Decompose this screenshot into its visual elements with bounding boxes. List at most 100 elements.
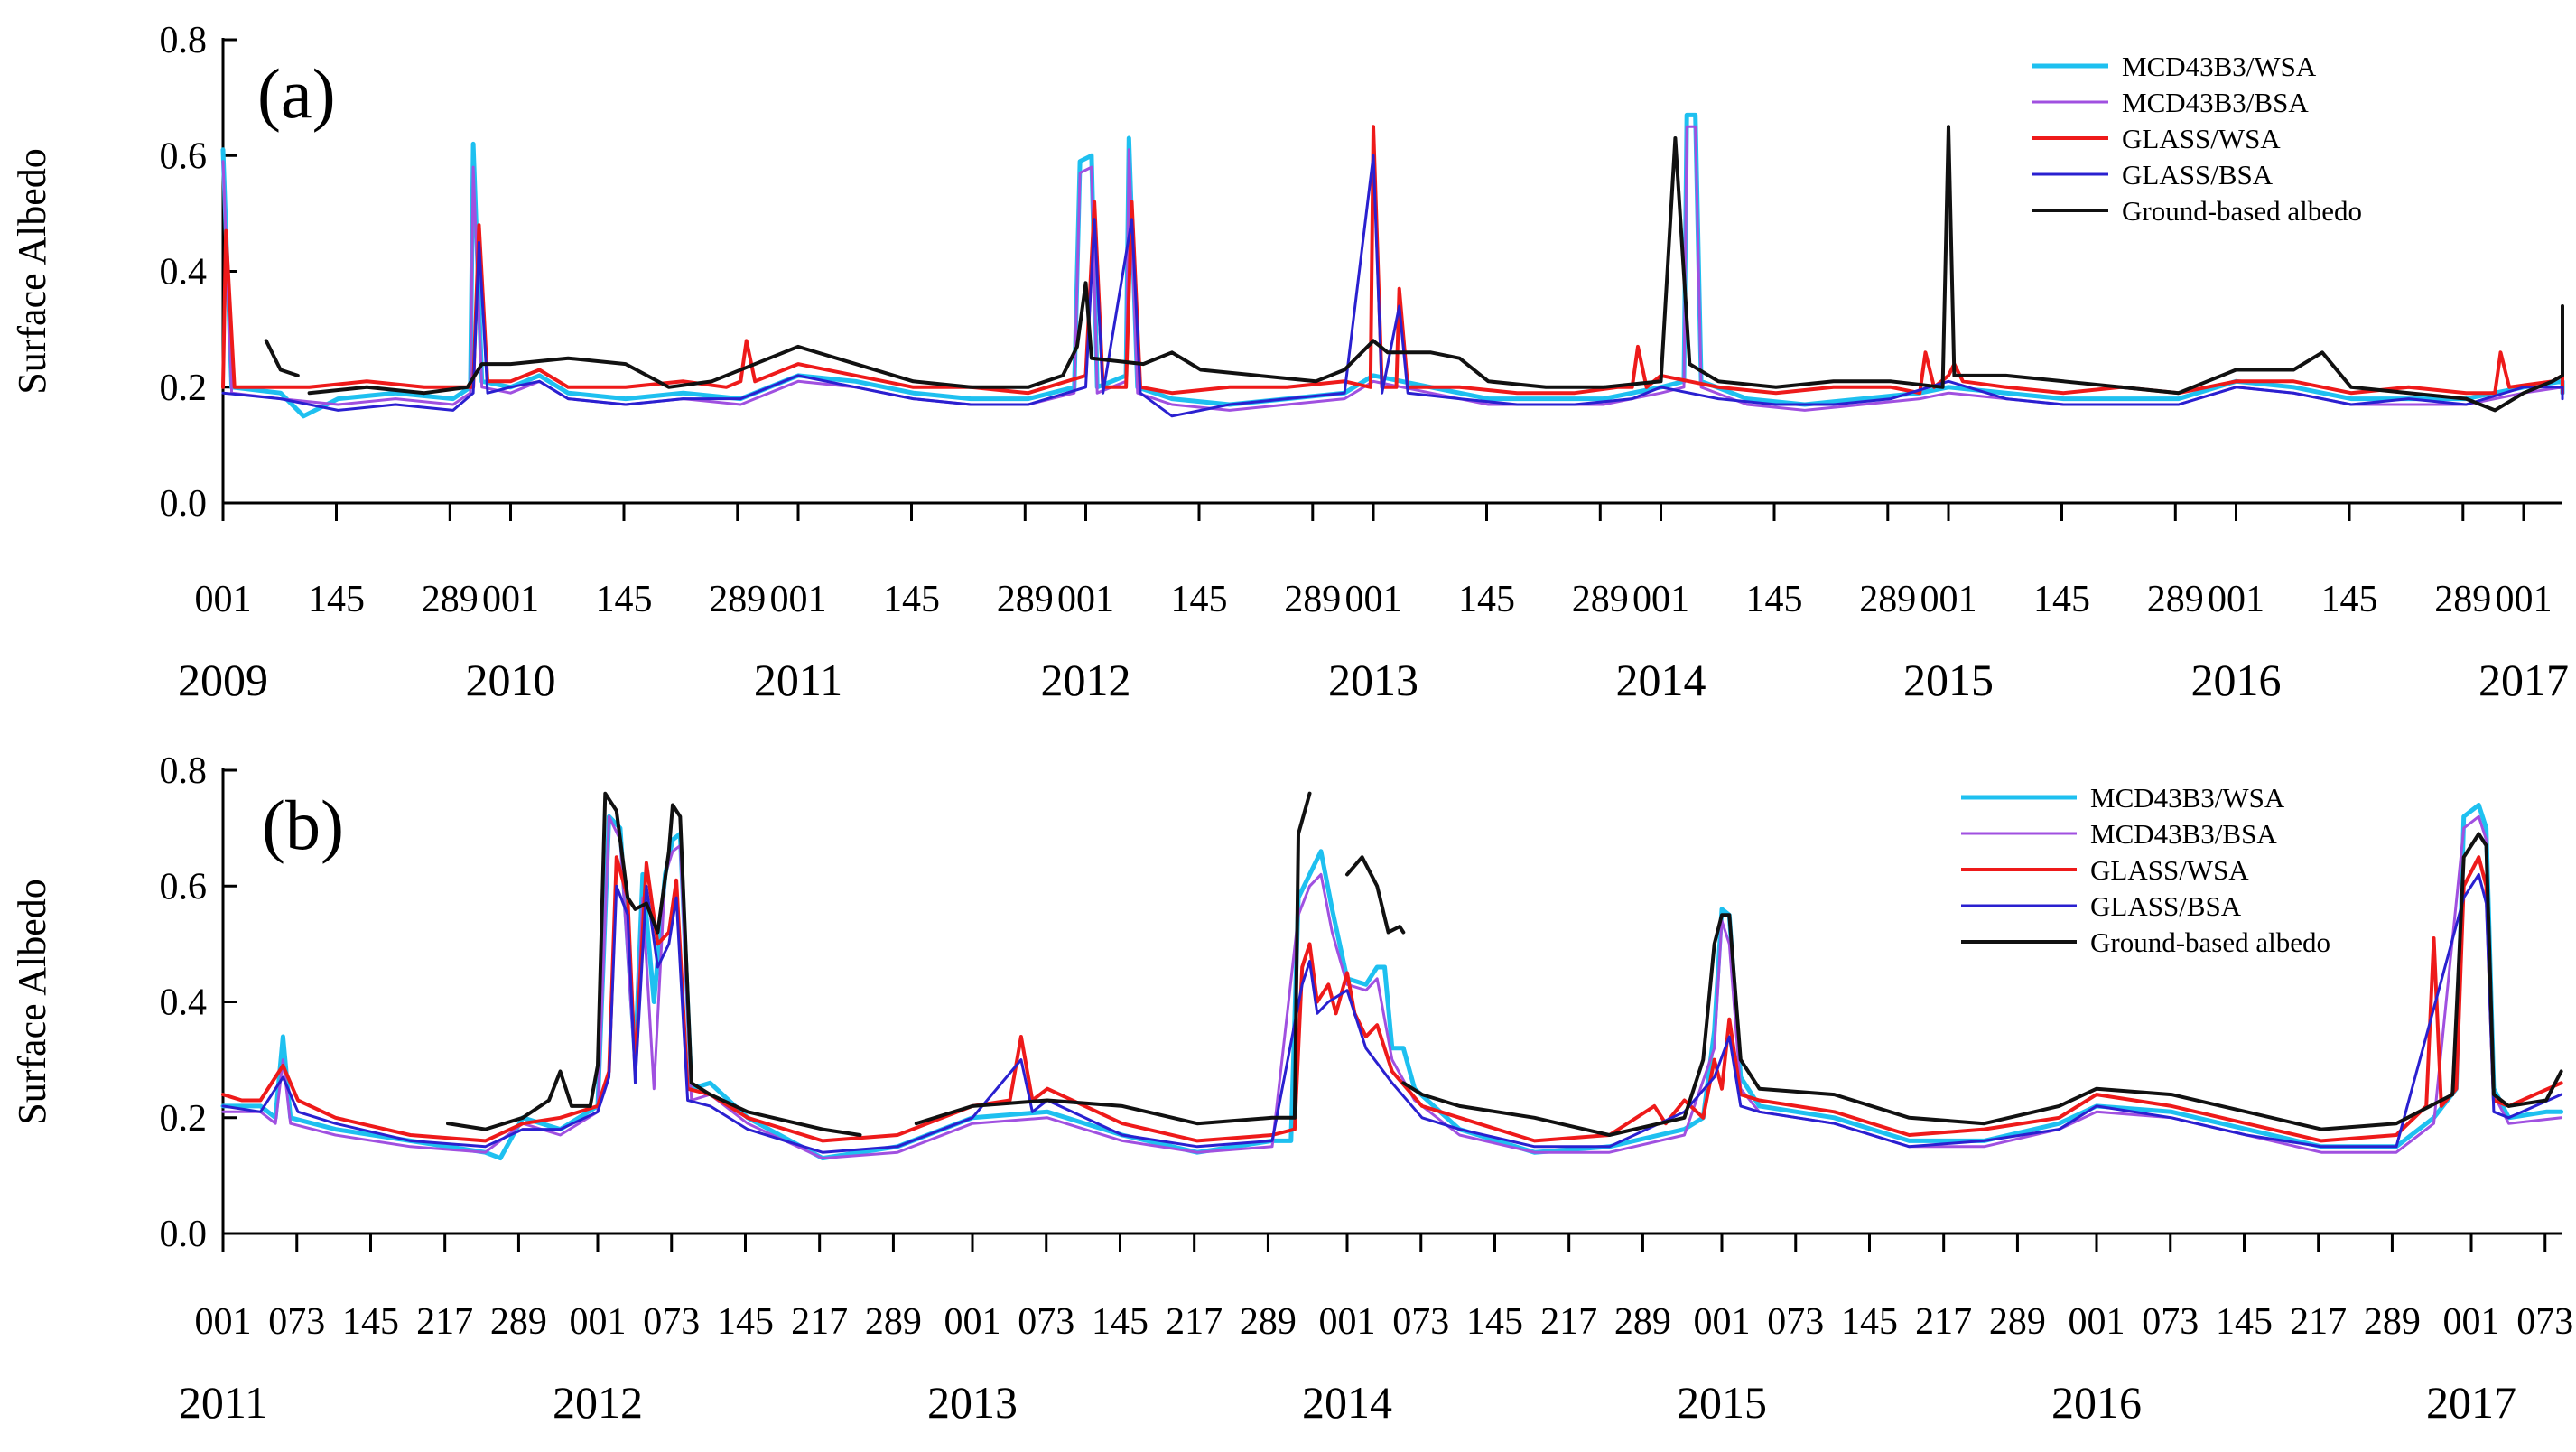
x-tick-label: 001	[770, 579, 827, 620]
year-label: 2010	[466, 655, 556, 705]
series-line-glass-wsa	[221, 125, 2564, 396]
x-tick-label: 001	[1057, 579, 1114, 620]
series-line-glass-bsa	[221, 872, 2563, 1154]
x-tick-label: 289	[2147, 579, 2204, 620]
x-tick-label: 001	[2443, 1301, 2500, 1343]
year-label: 2017	[2478, 655, 2569, 705]
year-label: 2016	[2051, 1377, 2142, 1428]
series-line-ground-based-albedo	[914, 791, 1312, 1126]
legend-label: GLASS/BSA	[2122, 159, 2274, 191]
x-tick-label: 073	[1392, 1301, 1449, 1343]
x-tick-label: 217	[2290, 1301, 2347, 1343]
x-tick-label: 145	[1458, 579, 1515, 620]
y-tick-label: 0.8	[160, 20, 208, 61]
x-tick-label: 001	[570, 1301, 627, 1343]
x-tick-label: 145	[1841, 1301, 1898, 1343]
x-tick-label: 289	[709, 579, 766, 620]
x-tick-label: 073	[643, 1301, 700, 1343]
year-label: 2013	[1328, 655, 1418, 705]
y-tick-label: 0.2	[160, 1098, 208, 1140]
x-tick-label: 289	[2364, 1301, 2421, 1343]
year-label: 2012	[553, 1377, 643, 1428]
y-tick-label: 0.6	[160, 135, 208, 177]
x-tick-label: 145	[1170, 579, 1227, 620]
x-tick-label: 217	[1915, 1301, 1972, 1343]
series-line-mcd43b3-bsa	[221, 814, 2563, 1160]
x-tick-label: 001	[482, 579, 539, 620]
x-tick-label: 217	[1540, 1301, 1597, 1343]
legend-label: MCD43B3/BSA	[2090, 818, 2277, 850]
y-axis-label: Surface Albedo	[10, 879, 54, 1124]
x-tick-label: 289	[997, 579, 1054, 620]
legend-label: GLASS/WSA	[2090, 854, 2249, 886]
x-tick-label: 073	[2142, 1301, 2199, 1343]
series-line-ground-based-albedo	[1345, 855, 1406, 935]
series-line-ground-based-albedo	[307, 125, 2564, 413]
y-axis-label: Surface Albedo	[10, 148, 54, 394]
legend-label: Ground-based albedo	[2090, 926, 2330, 958]
x-tick-label: 145	[2216, 1301, 2273, 1343]
x-tick-label: 145	[1466, 1301, 1523, 1343]
year-label: 2009	[178, 655, 268, 705]
x-tick-label: 289	[1614, 1301, 1671, 1343]
year-label: 2015	[1903, 655, 1994, 705]
panel-b: 0.0 0.2 0.4 0.6 0.8 Surface Albedo 001 073 145 21…	[10, 750, 2573, 1428]
x-tick-label: 217	[416, 1301, 473, 1343]
x-tick-label: 145	[717, 1301, 774, 1343]
x-tick-label: 145	[883, 579, 940, 620]
x-tick-label: 001	[2496, 579, 2553, 620]
year-label: 2016	[2191, 655, 2282, 705]
y-tick-label: 0.0	[160, 483, 208, 525]
x-tick-label: 001	[1694, 1301, 1751, 1343]
x-tick-label: 001	[195, 579, 252, 620]
x-tick-label: 001	[1345, 579, 1402, 620]
x-tick-label: 289	[1240, 1301, 1297, 1343]
legend-label: MCD43B3/BSA	[2122, 87, 2309, 118]
x-tick-label: 289	[1284, 579, 1341, 620]
legend-label: Ground-based albedo	[2122, 195, 2362, 227]
legend-label: MCD43B3/WSA	[2090, 782, 2285, 814]
x-tick-label: 001	[195, 1301, 252, 1343]
x-tick-label: 001	[944, 1301, 1001, 1343]
legend-label: GLASS/BSA	[2090, 890, 2242, 922]
series-line-glass-bsa	[221, 154, 2564, 418]
y-tick-label: 0.4	[160, 252, 208, 293]
series-line-ground-based-albedo	[264, 339, 300, 377]
x-tick-label: 073	[268, 1301, 325, 1343]
y-tick-label: 0.2	[160, 368, 208, 409]
year-label: 2011	[179, 1377, 267, 1428]
y-tick-label: 0.8	[160, 750, 208, 792]
x-tick-label: 145	[2033, 579, 2090, 620]
x-tick-label: 217	[791, 1301, 848, 1343]
x-tick-label: 289	[422, 579, 479, 620]
y-tick-label: 0.4	[160, 982, 208, 1024]
series-line-ground-based-albedo	[1401, 832, 2563, 1137]
x-tick-label: 001	[2069, 1301, 2125, 1343]
legend-label: MCD43B3/WSA	[2122, 51, 2317, 82]
x-tick-label: 001	[1632, 579, 1689, 620]
year-label: 2014	[1616, 655, 1706, 705]
panel-label: (b)	[262, 786, 344, 864]
x-tick-label: 145	[308, 579, 365, 620]
x-tick-label: 289	[490, 1301, 547, 1343]
x-tick-label: 289	[1859, 579, 1916, 620]
x-tick-label: 001	[1920, 579, 1977, 620]
x-tick-label: 145	[342, 1301, 399, 1343]
x-tick-label: 289	[1572, 579, 1629, 620]
x-tick-label: 073	[1767, 1301, 1824, 1343]
panel-label: (a)	[257, 54, 336, 133]
year-label: 2015	[1677, 1377, 1767, 1428]
legend-label: GLASS/WSA	[2122, 123, 2281, 154]
x-tick-label: 145	[1745, 579, 1802, 620]
x-tick-label: 001	[1319, 1301, 1376, 1343]
x-tick-label: 001	[2208, 579, 2264, 620]
year-label: 2017	[2426, 1377, 2516, 1428]
year-label: 2011	[754, 655, 842, 705]
series-line-ground-based-albedo	[446, 791, 862, 1137]
x-tick-label: 073	[2516, 1301, 2573, 1343]
year-label: 2014	[1302, 1377, 1392, 1428]
x-tick-label: 217	[1166, 1301, 1223, 1343]
x-tick-label: 289	[2434, 579, 2491, 620]
